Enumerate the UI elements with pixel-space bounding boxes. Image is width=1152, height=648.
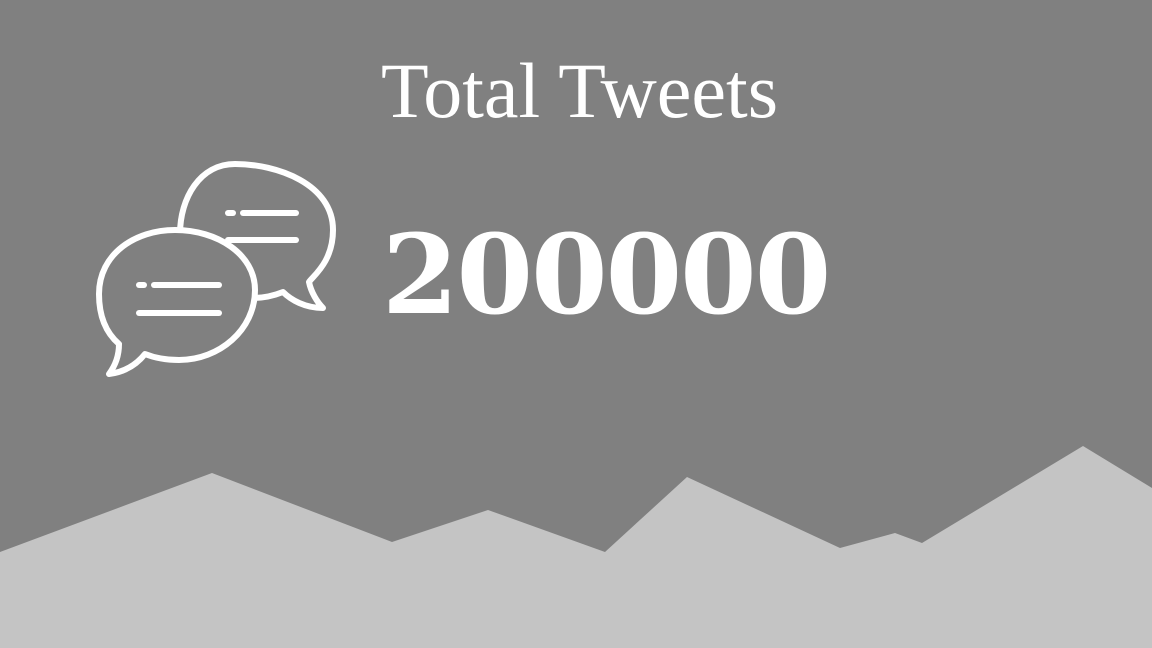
speech-bubbles-icon <box>96 161 336 377</box>
mountain-silhouette <box>0 446 1152 648</box>
stat-value: 200000 <box>382 210 831 339</box>
stat-title: Total Tweets <box>381 47 779 134</box>
